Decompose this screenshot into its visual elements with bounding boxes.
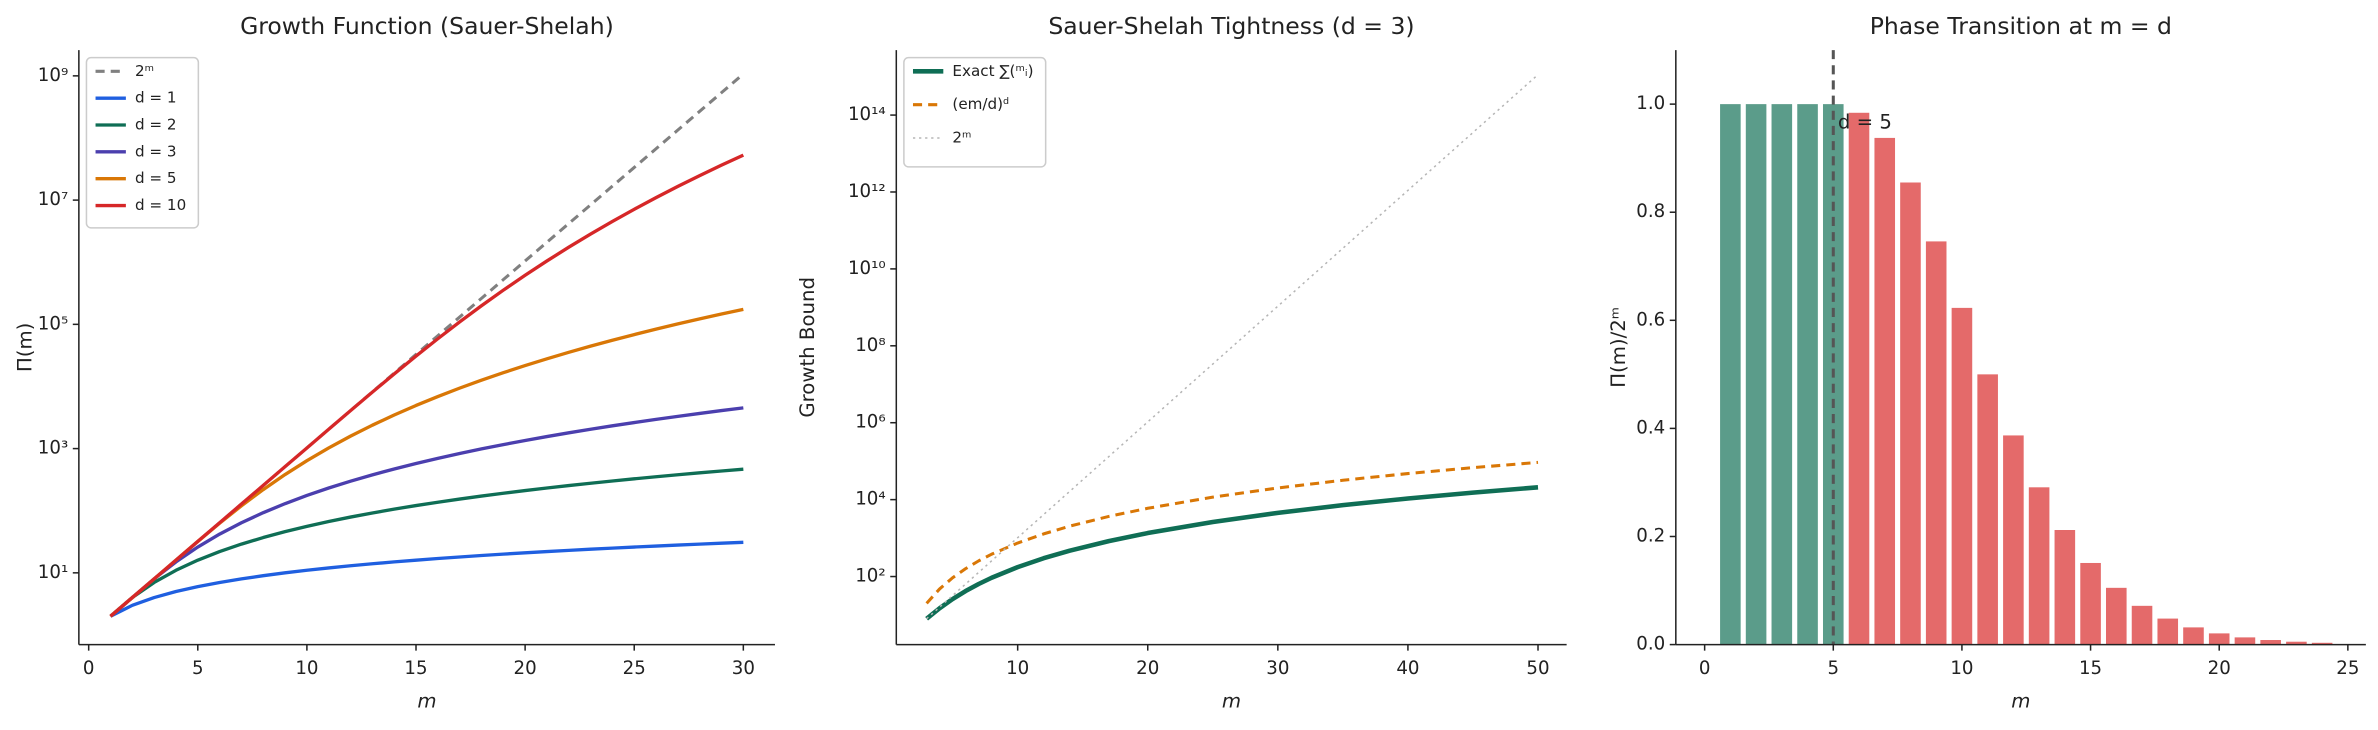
x-tick-label: 40 [1396,658,1419,679]
bar [2286,641,2307,645]
x-tick-label: 25 [623,658,646,679]
threshold-label: d = 5 [1838,110,1892,133]
legend-label: d = 1 [135,89,177,107]
line-series [109,153,745,618]
bar [1900,182,1921,645]
legend-label: d = 2 [135,116,177,134]
x-axis-label: m [417,690,436,713]
x-tick-label: 10 [295,658,318,679]
bar [2311,642,2333,645]
y-tick-label: 10⁸ [855,335,885,356]
chart-title: Phase Transition at m = d [1870,12,2172,40]
legend: Exact ∑(ᵐᵢ) (em/d)ᵈ 2ᵐ [903,56,1047,168]
bar [1925,241,1947,645]
x-tick-label: 0 [83,658,95,679]
legend-label: d = 3 [135,142,177,160]
y-tick-label: 10¹² [848,181,886,202]
legend-label: (em/d)ᵈ [952,95,1009,113]
y-tick-label: 0.8 [1636,201,1665,222]
x-tick-label: 20 [1136,658,1159,679]
x-tick-label: 0 [1699,658,1711,679]
x-tick-label: 50 [1526,658,1549,679]
line-series [109,467,744,618]
x-tick-label: 30 [732,658,755,679]
legend: 2ᵐ d = 1 d = 2 d = 3 d = 5 d = 10 [85,56,200,229]
bar [2054,530,2076,645]
y-tick-label: 10⁷ [38,189,68,210]
bar [2131,605,2153,645]
y-tick-label: 0.2 [1636,525,1665,546]
x-tick-label: 15 [404,658,427,679]
chart-title: Growth Function (Sauer-Shelah) [240,12,614,40]
x-axis-label: m [1222,690,1241,713]
bar [1797,104,1818,645]
x-tick-label: 30 [1266,658,1289,679]
y-axis-label: Growth Bound [796,277,819,418]
bar [1745,104,1767,645]
bar [1771,104,1793,645]
bar [1720,104,1741,645]
bar [2003,435,2024,645]
y-tick-label: 10⁶ [855,412,885,433]
bar [1874,137,1896,645]
y-axis-label: Π(m)/2ᵐ [1607,307,1630,388]
legend-label: 2ᵐ [952,129,971,147]
x-tick-label: 5 [1827,658,1839,679]
x-tick-label: 20 [514,658,537,679]
x-axis-label: m [2011,690,2030,713]
bar [2208,633,2230,645]
legend-box [85,56,200,229]
y-tick-label: 1.0 [1636,93,1665,114]
bar [2157,618,2179,645]
x-tick-label: 5 [192,658,204,679]
line-series [109,406,744,618]
legend-label: d = 5 [135,169,177,187]
bar [2183,627,2204,645]
bar [1848,112,1870,645]
bar [2260,640,2281,645]
y-tick-label: 10⁹ [38,65,68,86]
y-tick-label: 10⁴ [855,489,885,510]
legend-box [903,56,1047,168]
x-tick-label: 20 [2208,658,2231,679]
x-tick-label: 10 [1950,658,1973,679]
y-tick-label: 10³ [38,438,68,459]
y-axis-label: Π(m) [13,323,36,372]
x-tick-label: 15 [2079,658,2102,679]
y-tick-label: 10⁵ [38,313,68,334]
legend-label: Exact ∑(ᵐᵢ) [952,62,1033,80]
bar [2028,487,2050,645]
bar [1977,374,1998,645]
y-tick-label: 10² [855,566,885,587]
bar [2080,562,2101,645]
y-tick-label: 0.6 [1636,309,1665,330]
line-series [925,460,1539,605]
y-tick-label: 0.0 [1636,634,1665,655]
line-series [109,307,744,618]
y-tick-label: 10¹⁰ [848,258,886,279]
x-tick-label: 10 [1006,658,1029,679]
legend-label: d = 10 [135,196,186,214]
x-tick-label: 25 [2336,658,2359,679]
y-tick-label: 0.4 [1636,417,1665,438]
chart-title: Sauer-Shelah Tightness (d = 3) [1048,12,1414,40]
line-series [109,540,744,618]
y-tick-label: 10¹⁴ [848,104,886,125]
y-tick-label: 10¹ [38,562,68,583]
bar [2234,637,2256,645]
legend-label: 2ᵐ [135,62,154,80]
bar [1951,307,1973,645]
bar [2106,587,2127,645]
line-series [925,485,1539,621]
